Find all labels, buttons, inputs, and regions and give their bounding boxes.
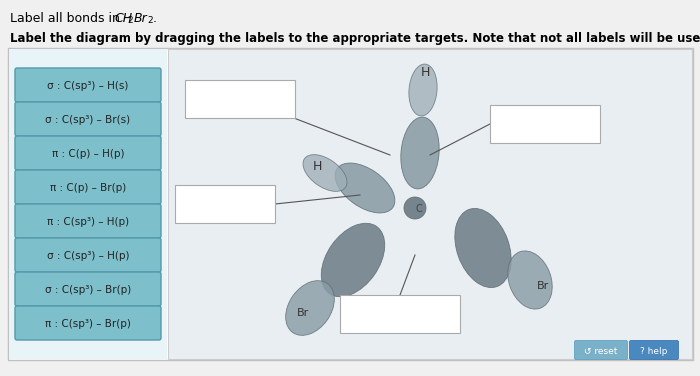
Ellipse shape — [401, 117, 439, 189]
Text: π : C(p) – H(p): π : C(p) – H(p) — [52, 149, 125, 159]
Text: 2: 2 — [127, 16, 132, 25]
Text: Label all bonds in: Label all bonds in — [10, 12, 124, 25]
Text: H: H — [312, 159, 322, 173]
Text: σ : C(sp³) – Br(p): σ : C(sp³) – Br(p) — [45, 285, 131, 295]
Text: π : C(sp³) – Br(p): π : C(sp³) – Br(p) — [45, 319, 131, 329]
Text: σ : C(sp³) – Br(s): σ : C(sp³) – Br(s) — [46, 115, 131, 125]
Ellipse shape — [286, 280, 335, 335]
Text: π : C(sp³) – H(p): π : C(sp³) – H(p) — [47, 217, 129, 227]
FancyBboxPatch shape — [175, 185, 275, 223]
FancyBboxPatch shape — [15, 170, 161, 204]
FancyBboxPatch shape — [15, 204, 161, 238]
Text: .: . — [153, 12, 157, 25]
Text: σ : C(sp³) – H(s): σ : C(sp³) – H(s) — [48, 81, 129, 91]
FancyBboxPatch shape — [490, 105, 600, 143]
FancyBboxPatch shape — [15, 306, 161, 340]
Ellipse shape — [404, 197, 426, 219]
Ellipse shape — [321, 223, 385, 297]
FancyBboxPatch shape — [9, 49, 167, 359]
Ellipse shape — [303, 155, 347, 191]
FancyBboxPatch shape — [185, 80, 295, 118]
Ellipse shape — [335, 163, 395, 213]
Ellipse shape — [455, 208, 511, 288]
Text: ? help: ? help — [640, 347, 668, 355]
Text: Br: Br — [134, 12, 148, 25]
Text: C: C — [416, 204, 422, 214]
Text: CH: CH — [114, 12, 132, 25]
FancyBboxPatch shape — [168, 49, 692, 359]
Text: σ : C(sp³) – H(p): σ : C(sp³) – H(p) — [47, 251, 130, 261]
FancyBboxPatch shape — [575, 341, 627, 359]
Text: H: H — [420, 67, 430, 79]
Ellipse shape — [508, 251, 552, 309]
FancyBboxPatch shape — [15, 68, 161, 102]
FancyBboxPatch shape — [340, 295, 460, 333]
FancyBboxPatch shape — [629, 341, 678, 359]
FancyBboxPatch shape — [15, 136, 161, 170]
FancyBboxPatch shape — [15, 238, 161, 272]
Text: Br: Br — [537, 281, 549, 291]
FancyBboxPatch shape — [15, 272, 161, 306]
FancyBboxPatch shape — [15, 102, 161, 136]
Text: Br: Br — [297, 308, 309, 318]
Ellipse shape — [409, 64, 437, 116]
Text: π : C(p) – Br(p): π : C(p) – Br(p) — [50, 183, 126, 193]
FancyBboxPatch shape — [8, 48, 693, 360]
Text: ↺ reset: ↺ reset — [584, 347, 617, 355]
Text: 2: 2 — [147, 16, 153, 25]
Text: Label the diagram by dragging the labels to the appropriate targets. Note that n: Label the diagram by dragging the labels… — [10, 32, 700, 45]
